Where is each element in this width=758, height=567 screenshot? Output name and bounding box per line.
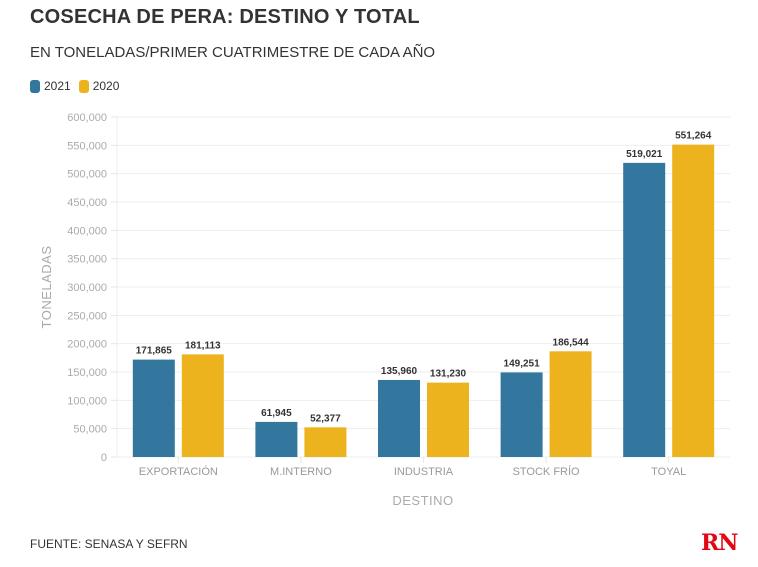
y-tick-label: 600,000 <box>67 112 107 124</box>
x-tick-label: EXPORTACIÓN <box>139 465 218 478</box>
y-tick-label: 150,000 <box>67 367 107 379</box>
y-tick-label: 50,000 <box>73 424 107 436</box>
bar-2020-3[interactable] <box>549 351 592 457</box>
bar-2020-2[interactable] <box>427 382 469 457</box>
legend-swatch-2020 <box>78 79 89 93</box>
bar-2020-0[interactable] <box>181 354 224 457</box>
legend-label-2021: 2021 <box>44 79 71 93</box>
bar-2021-1[interactable] <box>255 421 298 457</box>
legend-label-2020: 2020 <box>92 79 120 93</box>
data-label: 171,865 <box>136 346 173 357</box>
legend: 2021 2020 <box>30 79 127 93</box>
legend-item-2020[interactable]: 2020 <box>78 79 120 93</box>
bar-2021-3[interactable] <box>500 372 543 457</box>
data-label: 131,230 <box>430 369 467 380</box>
x-tick-label: INDUSTRIA <box>394 466 454 478</box>
y-tick-label: 250,000 <box>67 310 107 322</box>
data-label: 61,945 <box>261 408 292 419</box>
data-label: 149,251 <box>504 358 541 369</box>
legend-item-2021[interactable]: 2021 <box>30 79 71 93</box>
y-tick-label: 500,000 <box>67 169 107 181</box>
y-tick-label: 0 <box>101 452 107 464</box>
y-axis-title: TONELADAS <box>39 245 54 328</box>
bar-2020-1[interactable] <box>304 427 347 457</box>
y-tick-label: 400,000 <box>67 225 107 237</box>
x-tick-label: TOYAL <box>651 466 686 478</box>
bar-2021-2[interactable] <box>378 379 420 457</box>
x-axis-title: DESTINO <box>392 493 453 508</box>
data-label: 519,021 <box>626 149 663 160</box>
bar-2021-4[interactable] <box>623 162 666 457</box>
source-note: FUENTE: SENASA Y SEFRN <box>30 537 188 551</box>
data-label: 135,960 <box>381 366 418 377</box>
y-tick-label: 200,000 <box>67 339 107 351</box>
data-label: 186,544 <box>553 337 590 348</box>
chart-subtitle: EN TONELADAS/PRIMER CUATRIMESTRE DE CADA… <box>30 44 436 61</box>
data-label: 551,264 <box>675 131 712 142</box>
chart-title: COSECHA DE PERA: DESTINO Y TOTAL <box>30 6 420 28</box>
data-label: 181,113 <box>185 340 221 351</box>
bar-2021-0[interactable] <box>132 359 175 457</box>
y-tick-label: 550,000 <box>67 140 107 152</box>
x-tick-label: STOCK FRÍO <box>513 465 580 478</box>
x-tick-label: M.INTERNO <box>270 466 332 478</box>
bar-2020-4[interactable] <box>672 144 715 457</box>
y-tick-label: 350,000 <box>67 254 107 266</box>
data-label: 52,377 <box>310 413 341 424</box>
y-tick-label: 450,000 <box>67 197 107 209</box>
y-tick-label: 100,000 <box>67 395 107 407</box>
legend-swatch-2021 <box>30 79 40 93</box>
y-tick-label: 300,000 <box>67 282 107 294</box>
rn-logo: RN <box>701 530 738 556</box>
